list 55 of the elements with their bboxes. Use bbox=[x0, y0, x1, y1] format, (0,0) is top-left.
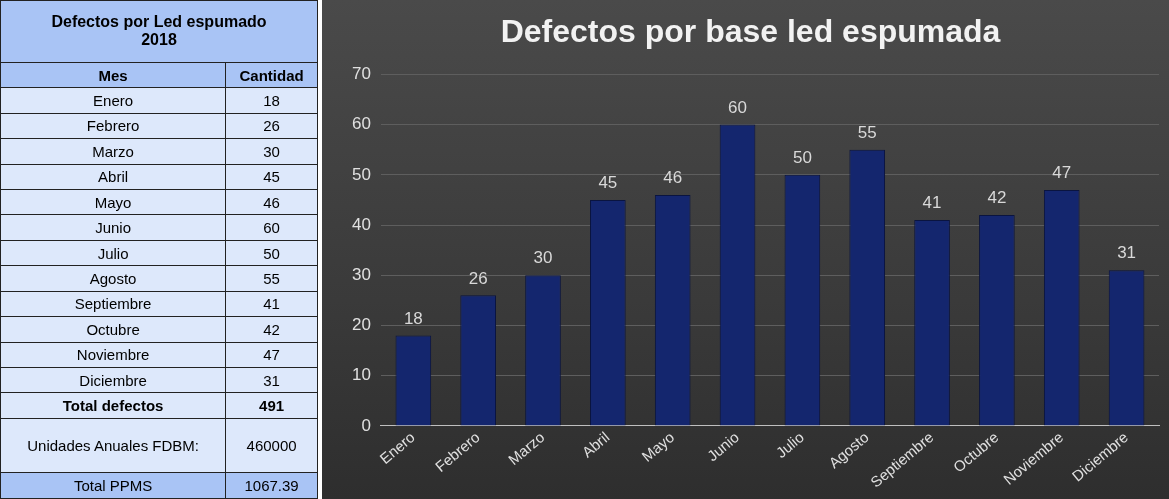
data-label: 18 bbox=[225, 87, 318, 114]
category-label: Marzo bbox=[0, 138, 226, 165]
data-label: 30 bbox=[225, 138, 318, 165]
text: Total PPMS bbox=[0, 472, 226, 499]
y-tick-label: 70 bbox=[351, 64, 371, 84]
data-label: 45 bbox=[598, 173, 618, 193]
category-label: Junio bbox=[0, 214, 226, 241]
data-label: 41 bbox=[922, 193, 942, 213]
category-label: Mayo bbox=[0, 189, 226, 215]
data-label: 50 bbox=[225, 240, 318, 266]
data-label: 46 bbox=[663, 168, 683, 188]
x-tick-label: Julio bbox=[772, 428, 807, 462]
data-label: 31 bbox=[1117, 243, 1137, 263]
data-label: 47 bbox=[1052, 163, 1072, 183]
data-label: 46 bbox=[225, 189, 318, 215]
data-label: 18 bbox=[403, 308, 423, 328]
y-tick-label: 20 bbox=[351, 315, 371, 335]
data-label: 60 bbox=[728, 97, 747, 117]
category-label: Abril bbox=[0, 164, 226, 190]
data-label: 50 bbox=[792, 148, 812, 168]
data-label: 55 bbox=[225, 265, 318, 292]
category-label: Enero bbox=[0, 87, 226, 114]
text: 1067.39 bbox=[225, 472, 318, 499]
category-label: Octubre bbox=[0, 316, 226, 343]
y-tick-label: 60 bbox=[351, 114, 371, 134]
category-label: Agosto bbox=[0, 265, 226, 292]
data-label: 45 bbox=[225, 164, 318, 190]
category-label: Diciembre bbox=[0, 367, 226, 393]
data-label: 30 bbox=[533, 248, 553, 268]
text: Mes bbox=[0, 62, 226, 88]
text: Defectos por Led espumado 2018 bbox=[0, 0, 318, 63]
y-tick-label: 0 bbox=[361, 415, 371, 435]
text: 460000 bbox=[225, 418, 318, 473]
data-label: 41 bbox=[225, 291, 318, 317]
data-label: 42 bbox=[225, 316, 318, 343]
data-label: 60 bbox=[225, 214, 318, 241]
data-label: 26 bbox=[225, 113, 318, 139]
chart-title: Defectos por base led espumada bbox=[500, 13, 1001, 50]
y-tick-label: 40 bbox=[351, 214, 371, 234]
text: Cantidad bbox=[225, 62, 318, 88]
text: Total defectos bbox=[0, 392, 226, 419]
data-label: 55 bbox=[857, 122, 877, 142]
category-label: Julio bbox=[0, 240, 226, 266]
data-label: 26 bbox=[468, 268, 488, 288]
text: Unidades Anuales FDBM: bbox=[0, 418, 226, 473]
data-label: 31 bbox=[225, 367, 318, 393]
text: 491 bbox=[225, 392, 318, 419]
y-tick-label: 50 bbox=[351, 164, 371, 184]
y-tick-label: 30 bbox=[351, 264, 371, 284]
category-label: Noviembre bbox=[0, 342, 226, 368]
data-label: 42 bbox=[987, 188, 1007, 208]
data-label: 47 bbox=[225, 342, 318, 368]
category-label: Febrero bbox=[0, 113, 226, 139]
category-label: Septiembre bbox=[0, 291, 226, 317]
y-tick-label: 10 bbox=[351, 365, 371, 385]
